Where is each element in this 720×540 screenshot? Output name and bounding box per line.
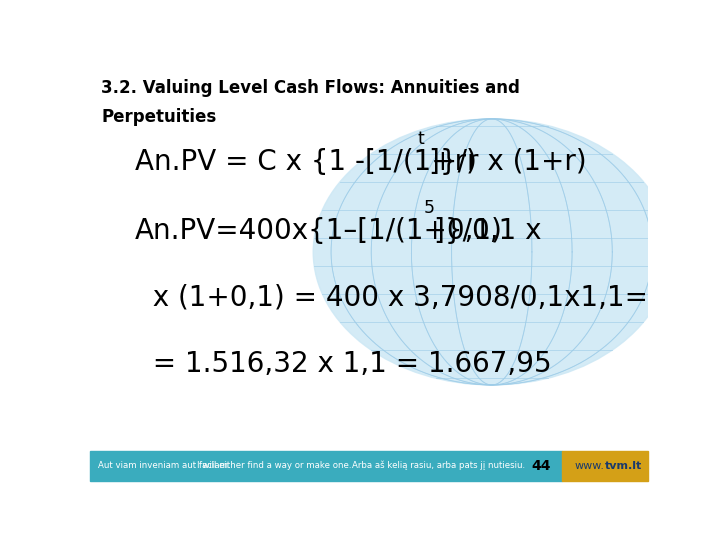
Bar xyxy=(562,451,648,481)
Text: Arba aš kelią rasiu, arba pats jį nutiesiu.: Arba aš kelią rasiu, arba pats jį nuties… xyxy=(352,461,526,470)
Text: = 1.516,32 x 1,1 = 1.667,95: = 1.516,32 x 1,1 = 1.667,95 xyxy=(135,349,552,377)
Text: x (1+0,1) = 400 x 3,7908/0,1x1,1=: x (1+0,1) = 400 x 3,7908/0,1x1,1= xyxy=(135,283,648,311)
Text: Perpetuities: Perpetuities xyxy=(101,109,217,126)
Circle shape xyxy=(313,119,670,385)
Text: Aut viam inveniam aut faciam.: Aut viam inveniam aut faciam. xyxy=(99,461,231,470)
Text: tvm.lt: tvm.lt xyxy=(605,461,642,471)
Text: ]}/0,1 x: ]}/0,1 x xyxy=(434,217,541,245)
Text: 3.2. Valuing Level Cash Flows: Annuities and: 3.2. Valuing Level Cash Flows: Annuities… xyxy=(101,79,520,97)
Text: 44: 44 xyxy=(531,458,551,472)
Text: An.PV=400x{1–[1/(1+0,1): An.PV=400x{1–[1/(1+0,1) xyxy=(135,217,503,245)
Bar xyxy=(90,451,562,481)
Text: t: t xyxy=(418,131,424,149)
Text: ]}/r x (1+r): ]}/r x (1+r) xyxy=(429,148,587,176)
Text: www.: www. xyxy=(575,461,605,471)
Text: An.PV = C x {1 -[1/(1+r): An.PV = C x {1 -[1/(1+r) xyxy=(135,148,477,176)
Text: 5: 5 xyxy=(423,199,435,217)
Text: I will either find a way or make one.: I will either find a way or make one. xyxy=(197,461,351,470)
